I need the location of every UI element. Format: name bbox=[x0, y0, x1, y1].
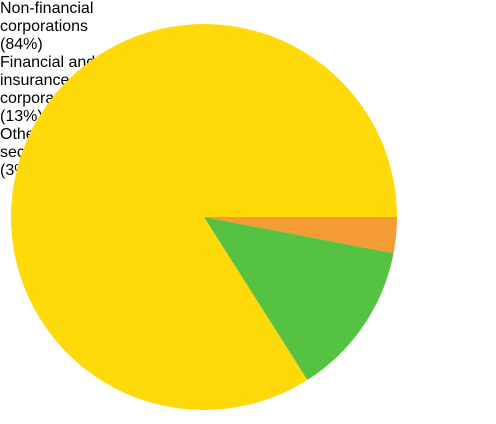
slice-label: Non-financial corporations (84%) bbox=[0, 0, 100, 54]
value-label: (84%) bbox=[0, 36, 43, 53]
pie-slice bbox=[204, 217, 397, 254]
category-label: Non-financial corporations bbox=[0, 0, 94, 35]
pie-slice bbox=[10, 24, 397, 411]
pie-slice bbox=[204, 217, 394, 380]
value-label: (13%) bbox=[0, 108, 43, 125]
